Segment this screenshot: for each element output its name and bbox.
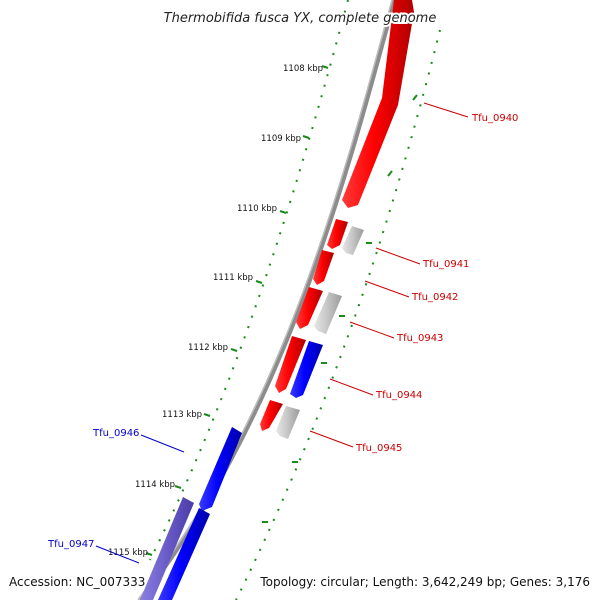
rna-genes	[276, 226, 364, 439]
gene-label-tfu-0941[interactable]: Tfu_0941	[422, 259, 469, 270]
gene-arrow-tfu-0943[interactable]	[296, 287, 323, 329]
gene-arrow-tfu-0945[interactable]	[260, 400, 283, 431]
gene-label-tfu-0942[interactable]: Tfu_0942	[411, 292, 458, 303]
gene-arrow-blue[interactable]	[290, 341, 323, 398]
rna-gene-arrow[interactable]	[276, 406, 300, 439]
gene-arrow-blue-lower[interactable]	[158, 508, 210, 600]
tick-mark-outer	[412, 94, 418, 101]
gene-label-tfu-0940[interactable]: Tfu_0940	[471, 113, 518, 124]
tick-mark	[302, 135, 310, 139]
leader-lines	[95, 102, 469, 564]
gene-label-tfu-0945[interactable]: Tfu_0945	[355, 443, 402, 454]
leader-line	[95, 545, 140, 564]
tick-labels: 1108 kbp 1109 kbp 1110 kbp 1111 kbp 1112…	[108, 64, 323, 558]
gene-labels: Tfu_0940 Tfu_0941 Tfu_0942 Tfu_0943 Tfu_…	[47, 113, 518, 550]
gene-label-tfu-0947[interactable]: Tfu_0947	[47, 539, 94, 550]
tick-label: 1109 kbp	[261, 134, 301, 144]
tick-mark	[230, 348, 238, 352]
rna-gene-arrow[interactable]	[342, 226, 364, 255]
tick-label: 1111 kbp	[213, 273, 253, 283]
gene-label-tfu-0943[interactable]: Tfu_0943	[396, 333, 443, 344]
tick-marks	[145, 65, 418, 556]
gene-label-tfu-0946[interactable]: Tfu_0946	[92, 428, 139, 439]
tick-mark	[279, 210, 287, 214]
forward-strand-genes	[260, 0, 414, 431]
accession-text: Accession: NC_007333	[9, 575, 145, 589]
leader-line	[329, 378, 374, 396]
tick-label: 1113 kbp	[162, 410, 202, 420]
leader-line	[423, 102, 469, 118]
tick-label: 1114 kbp	[135, 480, 175, 490]
rna-gene-arrow[interactable]	[314, 292, 342, 334]
tick-mark	[255, 280, 263, 284]
tick-mark	[174, 485, 182, 489]
gene-arrow-tfu-0941[interactable]	[327, 219, 348, 249]
tick-label: 1108 kbp	[283, 64, 323, 74]
reverse-strand-genes	[140, 341, 323, 600]
leader-line	[375, 247, 421, 265]
leader-line	[309, 430, 354, 448]
tick-mark	[203, 413, 211, 417]
gene-arrow-tfu-0940[interactable]	[342, 0, 414, 208]
outer-dotted-ring	[235, 29, 441, 600]
leader-line	[349, 321, 395, 339]
tick-label: 1112 kbp	[188, 343, 228, 353]
tick-label: 1110 kbp	[237, 204, 277, 214]
tick-mark	[145, 552, 153, 556]
leader-line	[364, 280, 410, 298]
gene-arrow-tfu-0944[interactable]	[275, 336, 306, 393]
gene-arrow-tfu-0946[interactable]	[199, 427, 242, 511]
leader-line	[140, 434, 185, 453]
gene-arrow-tfu-0942[interactable]	[313, 250, 334, 285]
backbone-highlight	[137, 0, 393, 600]
tick-label: 1115 kbp	[108, 548, 148, 558]
genome-summary-text: Topology: circular; Length: 3,642,249 bp…	[259, 575, 590, 589]
tick-mark	[321, 65, 329, 69]
gene-arrow-tfu-0947[interactable]	[140, 497, 194, 600]
map-title: Thermobifida fusca YX, complete genome	[164, 11, 437, 26]
gene-label-tfu-0944[interactable]: Tfu_0944	[375, 390, 422, 401]
tick-mark-outer	[387, 170, 393, 177]
